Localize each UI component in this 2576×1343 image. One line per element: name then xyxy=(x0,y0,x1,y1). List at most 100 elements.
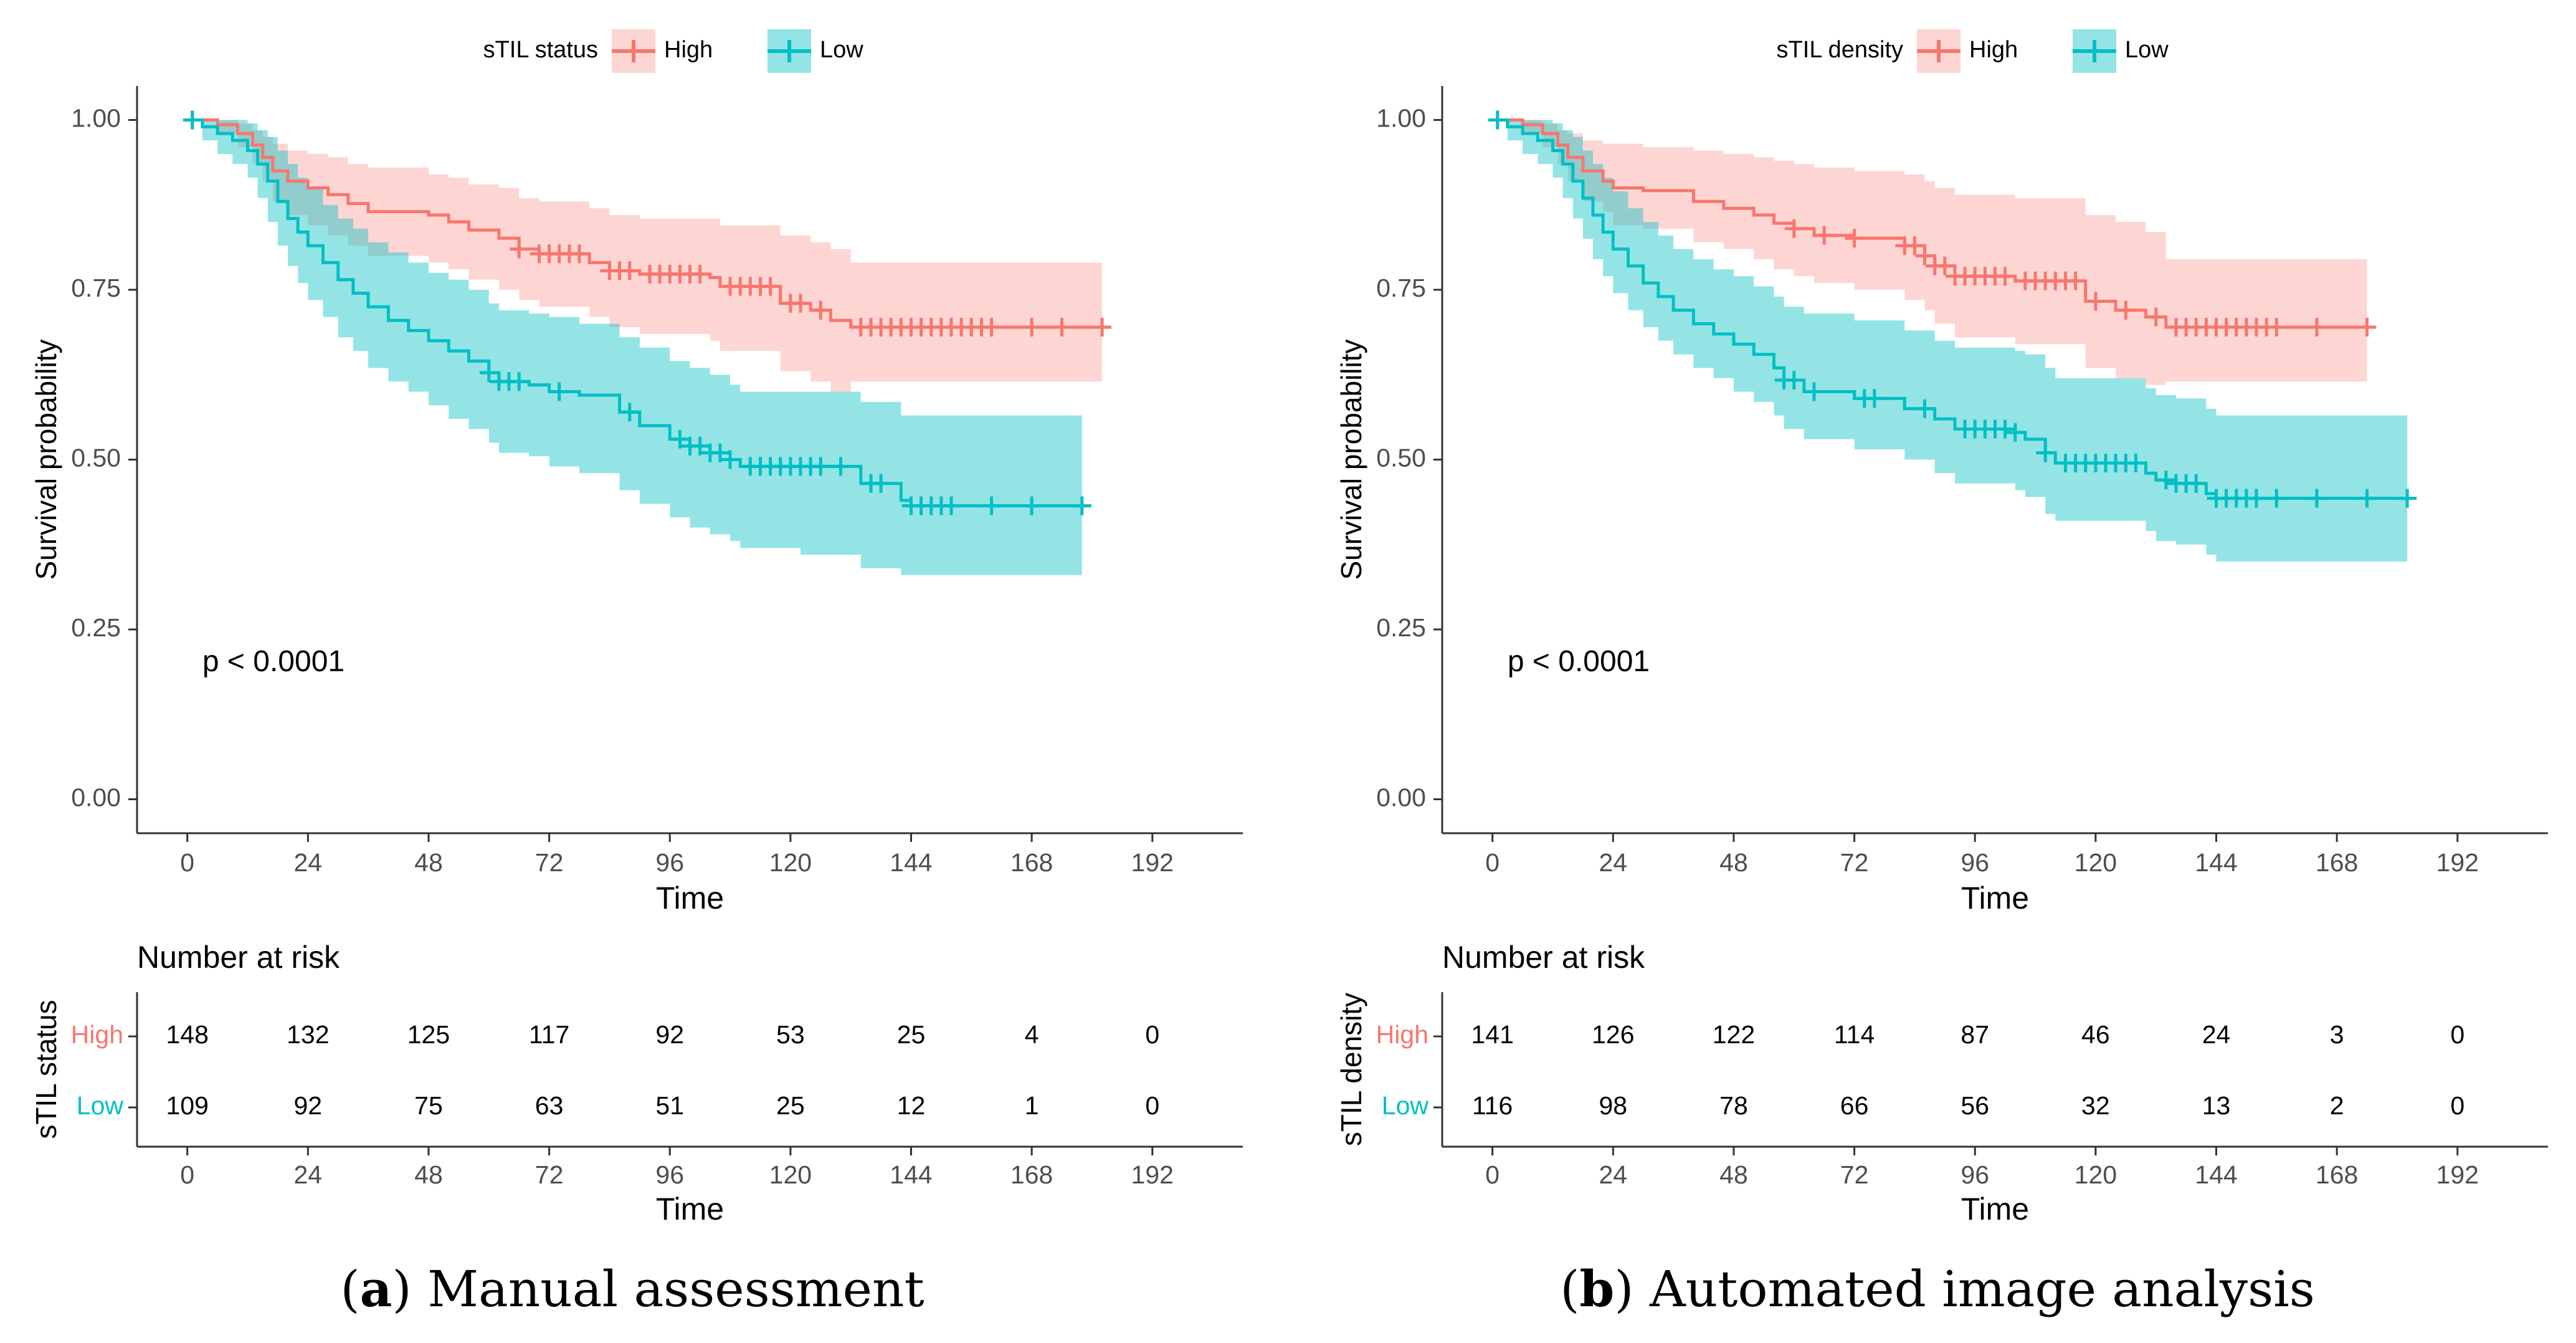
panel-b-legend-title: sTIL density xyxy=(1777,37,1903,63)
panel-b-x-tick-label: 96 xyxy=(1961,848,1989,877)
panel-b-y-tick-label: 1.00 xyxy=(1376,103,1426,132)
panel-a-censor-mark-high xyxy=(1052,318,1072,337)
panel-a-risk-value: 132 xyxy=(287,1020,329,1049)
panel-b-censor-mark-high xyxy=(1935,256,1954,275)
panel-a-censor-mark-low xyxy=(831,457,850,476)
panel-a-censor-mark-high xyxy=(570,244,589,264)
panel-b-censor-mark-low xyxy=(2307,489,2326,508)
panel-a-x-tick-label: 144 xyxy=(890,848,932,877)
panel-a-risk-value: 25 xyxy=(897,1020,926,1049)
panel-b-x-tick-label: 120 xyxy=(2075,848,2117,877)
panel-b-censor-mark-high xyxy=(1845,229,1864,248)
panel-b-censor-mark-low xyxy=(1915,399,1934,418)
panel-a-censor-mark-low xyxy=(1072,496,1091,515)
panel-a-risk-value: 117 xyxy=(529,1020,569,1049)
panel-b-censor-mark-low xyxy=(2156,471,2175,490)
panel-a-x-tick-label: 72 xyxy=(535,848,564,877)
panel-b-risk-x-tick-label: 168 xyxy=(2316,1160,2358,1189)
panel-b-censor-mark-low xyxy=(2398,489,2417,508)
panel-a-risk-x-tick-label: 24 xyxy=(294,1160,323,1189)
panel-b-y-tick-label: 0.00 xyxy=(1376,783,1426,811)
panel-b-censor-mark-high xyxy=(1995,267,2015,286)
panel-b-censor-mark-low xyxy=(1488,110,1507,130)
panel-a-risk-value: 92 xyxy=(294,1091,323,1120)
panel-b-censor-mark-low xyxy=(1865,389,1884,408)
panel-a-risk-value: 0 xyxy=(1145,1020,1159,1049)
panel-a-risk-x-tick-label: 48 xyxy=(414,1160,443,1189)
panel-a-censor-mark-high xyxy=(510,239,529,259)
panel-b-x-tick-label: 24 xyxy=(1599,848,1628,877)
panel-a-censor-mark-low xyxy=(942,496,961,515)
panel-b-censor-mark-high xyxy=(1784,219,1804,238)
panel-b-x-tick-label: 72 xyxy=(1840,848,1869,877)
panel-a-risk-x-axis-title: Time xyxy=(656,1192,724,1226)
panel-a-censor-mark-low xyxy=(549,382,569,401)
panel-b-risk-value: 116 xyxy=(1472,1091,1513,1120)
panel-b-x-tick-label: 192 xyxy=(2436,848,2479,877)
panel-b-ci-band-low xyxy=(1492,120,2408,562)
panel-b-censor-mark-low xyxy=(2005,423,2025,442)
panel-a-x-tick-label: 0 xyxy=(180,848,194,877)
panel-b-censor-mark-high xyxy=(2086,292,2105,311)
panel-a-risk-value: 53 xyxy=(776,1020,805,1049)
panel-b-risk-value: 126 xyxy=(1592,1020,1634,1049)
panel-a-censor-mark-high xyxy=(690,264,710,284)
panel-a-risk-value: 1 xyxy=(1025,1091,1039,1120)
panel-b-risk-x-axis-title: Time xyxy=(1961,1192,2029,1226)
panel-b-censor-mark-low xyxy=(2357,489,2377,508)
panel-b-x-tick-label: 168 xyxy=(2316,848,2358,877)
panel-a-x-tick-label: 192 xyxy=(1131,848,1174,877)
panel-a-caption-text: ) Manual assessment xyxy=(392,1260,924,1318)
panel-a-ci-band-high xyxy=(187,120,1103,392)
panel-a-risk-value: 148 xyxy=(166,1020,208,1049)
panel-a-risk-value: 125 xyxy=(407,1020,450,1049)
panel-a-ci-band-low xyxy=(187,120,1082,575)
panel-a-y-tick-label: 0.00 xyxy=(71,783,121,811)
panel-b-legend: sTIL density High Low xyxy=(1777,29,2169,73)
panel-a-legend-key-cross-high xyxy=(622,40,645,62)
panel-b-p-value: p < 0.0001 xyxy=(1508,645,1650,678)
panel-a-y-tick-label: 1.00 xyxy=(71,103,121,132)
panel-a-censor-mark-low xyxy=(1022,496,1042,515)
panel-a-risk-row-label-low: Low xyxy=(77,1091,124,1120)
panel-b-risk-value: 2 xyxy=(2330,1091,2344,1120)
panel-b-risk-value: 0 xyxy=(2450,1091,2464,1120)
panel-b: sTIL density High Low 0.00 0.25 0.50 0.75 1.00 0… xyxy=(1335,29,2548,1318)
panel-b-legend-key-cross-high xyxy=(1927,40,1950,62)
panel-b-risk-x-tick-label: 192 xyxy=(2436,1160,2479,1189)
panel-a-censor-mark-low xyxy=(811,457,830,476)
panel-a-legend: sTIL status High Low xyxy=(483,29,863,73)
panel-a-censor-mark-low xyxy=(510,372,529,391)
panel-a-risk-row-label-high: High xyxy=(71,1020,123,1049)
panel-b-ci-band-high xyxy=(1492,120,2367,385)
panel-b-x-tick-label: 48 xyxy=(1719,848,1748,877)
panel-a-y-tick-label: 0.75 xyxy=(71,274,121,302)
panel-a-x-tick-label: 120 xyxy=(769,848,812,877)
panel-b-censor-mark-low xyxy=(1805,382,1823,401)
panel-b-risk-value: 141 xyxy=(1471,1020,1513,1049)
panel-b-risk-row-label-low: Low xyxy=(1382,1091,1429,1120)
panel-a-caption: (a) Manual assessment xyxy=(340,1259,924,1318)
panel-a-risk-x-tick-label: 144 xyxy=(890,1160,932,1189)
panel-a-censor-mark-low xyxy=(710,443,730,462)
panel-a-risk-value: 75 xyxy=(414,1091,443,1120)
panel-b-censor-mark-high xyxy=(1905,236,1924,256)
panel-a-legend-label-low: Low xyxy=(820,37,863,63)
panel-b-risk-value: 32 xyxy=(2081,1091,2110,1120)
panel-a-legend-key-cross-low xyxy=(778,40,801,62)
panel-b-risk-value: 24 xyxy=(2202,1020,2231,1049)
panel-b-risk-value: 56 xyxy=(1961,1091,1989,1120)
panel-a-risk-y-axis-title: sTIL status xyxy=(30,1000,62,1139)
panel-b-censor-mark-low xyxy=(2187,474,2206,493)
panel-a-censor-mark-high xyxy=(811,300,830,320)
panel-b-caption-letter: b xyxy=(1579,1259,1614,1318)
panel-a-risk-value: 92 xyxy=(655,1020,684,1049)
panel-b-risk-value: 98 xyxy=(1599,1091,1628,1120)
panel-a-x-axis-title: Time xyxy=(656,881,724,915)
panel-b-risk-x-tick-label: 72 xyxy=(1840,1160,1869,1189)
panel-a-censor-mark-high xyxy=(1022,318,1042,337)
panel-a-censor-mark-low xyxy=(183,110,202,130)
panel-b-risk-x-tick-label: 48 xyxy=(1719,1160,1748,1189)
panel-a-risk-value: 63 xyxy=(535,1091,564,1120)
panel-b-legend-key-cross-low xyxy=(2083,40,2106,62)
